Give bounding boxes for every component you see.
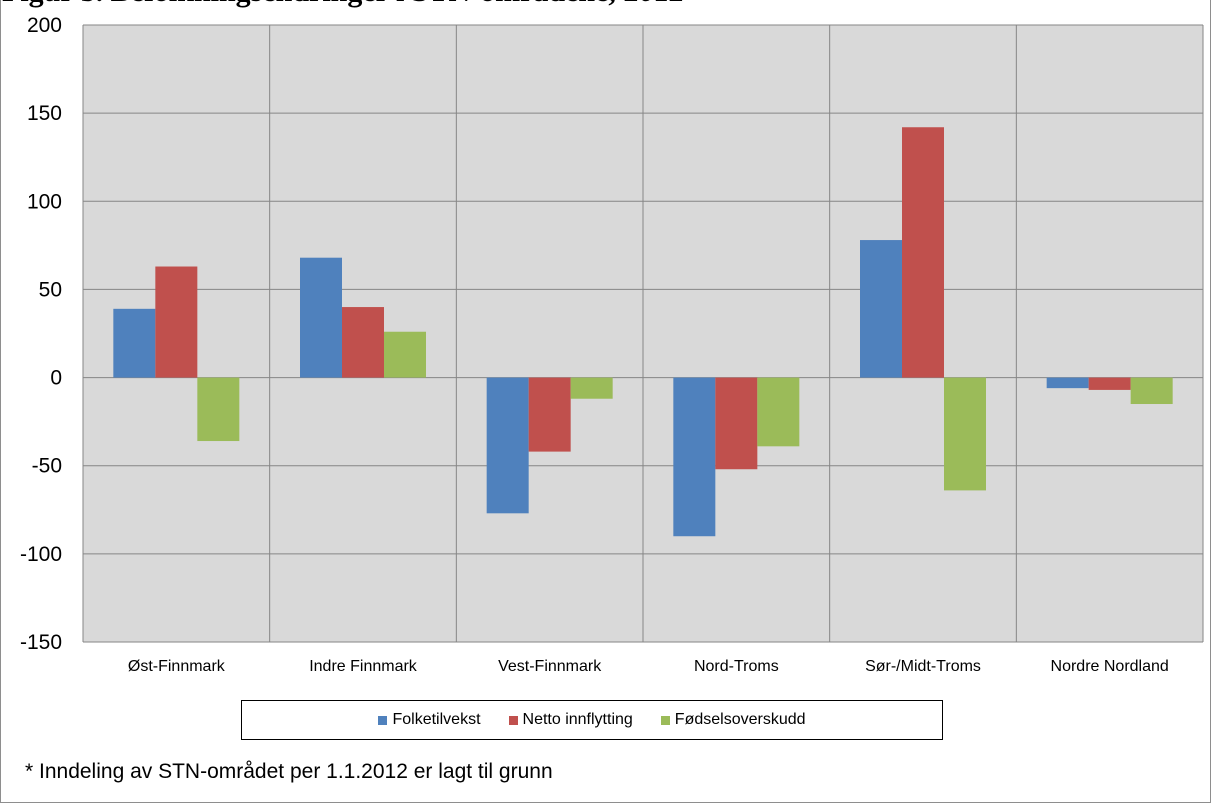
legend-label-fodselsoverskudd: Fødselsoverskudd [674,711,806,728]
x-tick-label: Nord-Troms [694,658,779,675]
x-tick-label: Sør-/Midt-Troms [865,658,981,675]
bar-3-3 [570,377,613,399]
legend-swatch-folketilvekst [378,715,388,725]
legend-label-netto-innflytting: Netto innflytting [522,711,633,728]
figure-heading: Figur 5. Befolkningsendringer i STN-områ… [0,0,1212,10]
x-tick-label: Nordre Nordland [1051,658,1169,675]
bar-1-2 [300,257,342,378]
x-tick-label: Vest-Finnmark [498,658,602,675]
footnote: * Inndeling av STN-området per 1.1.2012 … [25,760,553,783]
legend-label-folketilvekst: Folketilvekst [392,711,481,728]
bar-1-5 [860,240,902,378]
bars [113,127,1173,537]
legend-swatch-netto-innflytting [508,715,518,725]
y-tick-label: 100 [27,190,62,213]
bar-2-4 [715,377,758,470]
bar-1-4 [673,377,716,537]
y-tick-label: 200 [27,14,62,37]
bar-1-3 [486,377,529,514]
x-tick-label: Øst-Finnmark [128,658,226,675]
bar-1-1 [113,308,156,378]
y-tick-label: 0 [50,367,62,390]
bar-3-5 [944,377,986,491]
legend-item-fodselsoverskudd: Fødselsoverskudd [660,711,806,729]
legend-swatch-fodselsoverskudd [660,715,670,725]
legend-item-netto-innflytting: Netto innflytting [508,711,633,729]
y-tick-label: -150 [20,631,62,654]
bar-3-4 [757,377,800,447]
bar-1-6 [1046,377,1089,389]
y-tick-label: -100 [20,543,62,566]
y-tick-label: 150 [27,102,62,125]
bar-3-1 [197,377,240,442]
legend-item-folketilvekst: Folketilvekst [378,711,481,729]
bar-chart: 200 150 100 50 0 -50 -100 -150 Øst-Finnmark Indr… [20,14,1204,675]
bar-3-6 [1130,377,1173,405]
x-tick-label: Indre Finnmark [309,658,418,675]
bar-3-2 [384,331,426,378]
bar-2-3 [528,377,571,452]
y-tick-labels: 200 150 100 50 0 -50 -100 -150 [20,14,62,654]
bar-2-1 [155,266,198,378]
y-tick-label: 50 [39,278,62,301]
bar-2-6 [1088,377,1131,390]
x-tick-labels: Øst-Finnmark Indre Finnmark Vest-Finnmark N… [128,658,1169,675]
bar-2-2 [342,307,384,378]
gridlines [82,24,1204,643]
legend: Folketilvekst Netto innflytting Fødselso… [241,700,943,740]
bar-2-5 [902,127,944,378]
y-tick-label: -50 [32,455,62,478]
